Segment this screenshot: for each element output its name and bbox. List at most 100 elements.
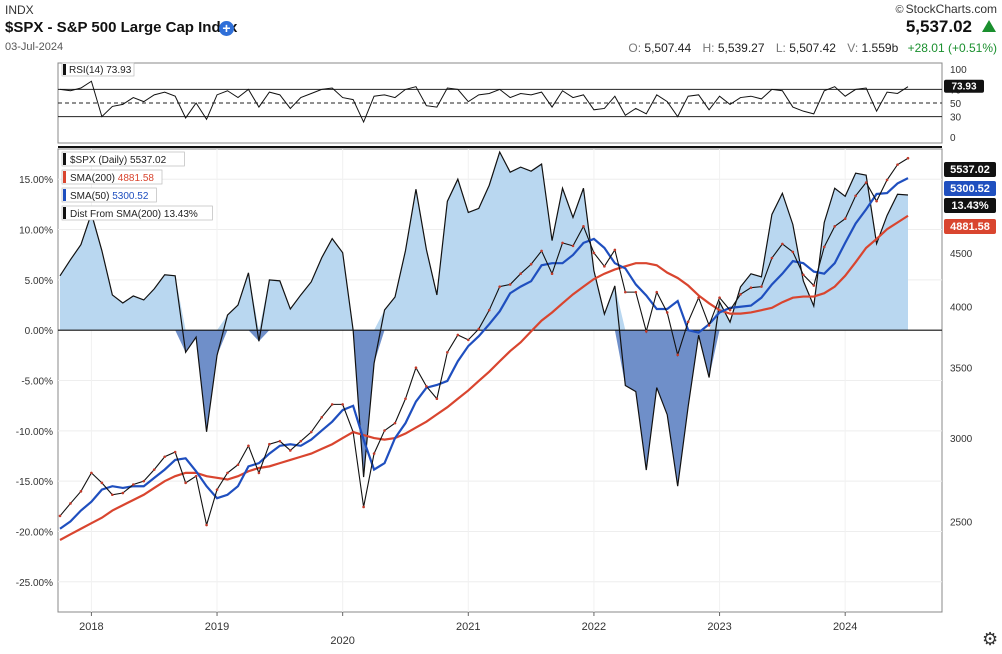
rsi-legend-swatch <box>63 64 66 75</box>
percent-tick-label: -5.00% <box>21 377 53 388</box>
rsi-value-badge <box>944 79 984 93</box>
year-tick-label: 2020 <box>330 635 354 647</box>
legend-value: 4881.58 <box>118 173 155 184</box>
dist-line <box>59 150 909 487</box>
price-point <box>686 320 690 324</box>
price-point <box>634 290 638 294</box>
price-point <box>728 308 732 312</box>
dist-area-positive <box>60 152 908 331</box>
price-tick-label: 3500 <box>950 364 973 375</box>
price-point <box>131 483 135 486</box>
brand-logo[interactable]: © StockCharts.com <box>896 2 997 16</box>
year-tick-label: 2021 <box>456 621 480 633</box>
sma200-line <box>59 214 909 541</box>
price-point <box>278 439 282 443</box>
legend-value: 5300.52 <box>112 191 149 202</box>
price-point <box>561 241 564 245</box>
volume-label: V: <box>847 41 859 55</box>
price-point <box>351 430 355 434</box>
price-point <box>739 293 742 296</box>
price-point <box>791 250 795 254</box>
price-point <box>843 217 847 221</box>
settings-gear-icon[interactable]: ⚙ <box>982 629 999 649</box>
price-tick-label: 4500 <box>950 249 973 260</box>
exchange-label: INDX <box>5 3 34 17</box>
brand-name: StockCharts.com <box>905 2 997 16</box>
legend-label: Dist From SMA(200) 13.43% <box>70 209 198 220</box>
price-tick-label: 4000 <box>950 303 973 314</box>
legend-swatch <box>63 189 66 201</box>
price-point <box>644 330 648 333</box>
price-point <box>833 225 837 228</box>
value-badge <box>944 181 996 196</box>
price-point <box>372 452 376 455</box>
rsi-legend-box <box>61 62 135 77</box>
price-point <box>383 429 386 432</box>
price-point <box>550 272 554 275</box>
sma50-line <box>59 177 909 530</box>
price-point <box>812 284 816 287</box>
rsi-tick-label: 30 <box>950 113 962 124</box>
price-point <box>320 415 324 419</box>
price-point <box>665 311 669 314</box>
ohlc-summary: O: 5,507.44 H: 5,539.27 L: 5,507.42 V: 1… <box>620 41 997 55</box>
price-point <box>697 296 700 299</box>
price-point <box>257 471 261 475</box>
price-point <box>173 450 177 454</box>
price-point <box>393 421 397 425</box>
percent-tick-label: -25.00% <box>16 578 53 589</box>
year-tick-label: 2023 <box>707 621 731 633</box>
price-tick-label: 2500 <box>950 517 973 528</box>
price-point <box>854 194 857 198</box>
price-point <box>121 491 125 495</box>
price-point <box>362 505 365 509</box>
legend-label: $SPX (Daily) 5537.02 <box>70 155 167 166</box>
value-badge-text: 5537.02 <box>950 164 990 176</box>
rsi-tick-label: 100 <box>950 65 967 76</box>
price-point <box>435 397 439 401</box>
value-badge-text: 13.43% <box>951 200 989 212</box>
rsi-tick-label: 50 <box>950 99 962 110</box>
percent-tick-label: -10.00% <box>16 427 53 438</box>
price-point <box>404 397 407 401</box>
rsi-line <box>59 80 909 124</box>
price-point <box>508 283 512 286</box>
price-point <box>414 366 418 370</box>
legend-box <box>61 169 163 185</box>
price-point <box>906 156 910 160</box>
legend-label: SMA(200) 4881.58 <box>70 173 154 184</box>
price-point <box>592 251 596 255</box>
last-price: 5,537.02 <box>905 17 972 36</box>
price-point <box>111 493 114 497</box>
chart-date: 03-Jul-2024 <box>5 41 64 53</box>
value-badge <box>944 219 996 234</box>
legend-box <box>61 151 185 167</box>
price-point <box>529 262 533 266</box>
percent-tick-label: 5.00% <box>25 276 53 287</box>
price-point <box>749 286 753 290</box>
year-tick-label: 2019 <box>205 621 229 633</box>
up-arrow-icon <box>982 20 996 32</box>
percent-tick-label: -15.00% <box>16 477 53 488</box>
price-point <box>289 449 292 452</box>
percent-tick-label: 0.00% <box>25 326 53 337</box>
add-symbol-icon[interactable]: + <box>219 21 234 36</box>
legend-box <box>61 205 213 221</box>
legend-box <box>61 187 157 203</box>
price-tick-label: 3000 <box>950 434 973 445</box>
value-badge <box>944 162 996 177</box>
rsi-legend-text: RSI(14) 73.93 <box>69 65 132 76</box>
price-point <box>330 403 334 406</box>
year-tick-label: 2018 <box>79 621 103 633</box>
rsi-value-badge-text: 73.93 <box>951 82 976 93</box>
price-point <box>603 265 606 268</box>
volume-value: 1.559b <box>861 41 899 55</box>
price-point <box>498 285 502 288</box>
price-point <box>571 244 575 248</box>
price-point <box>822 245 826 249</box>
price-point <box>163 455 166 459</box>
price-point <box>760 285 763 288</box>
price-point <box>425 385 428 388</box>
price-point <box>446 351 449 354</box>
